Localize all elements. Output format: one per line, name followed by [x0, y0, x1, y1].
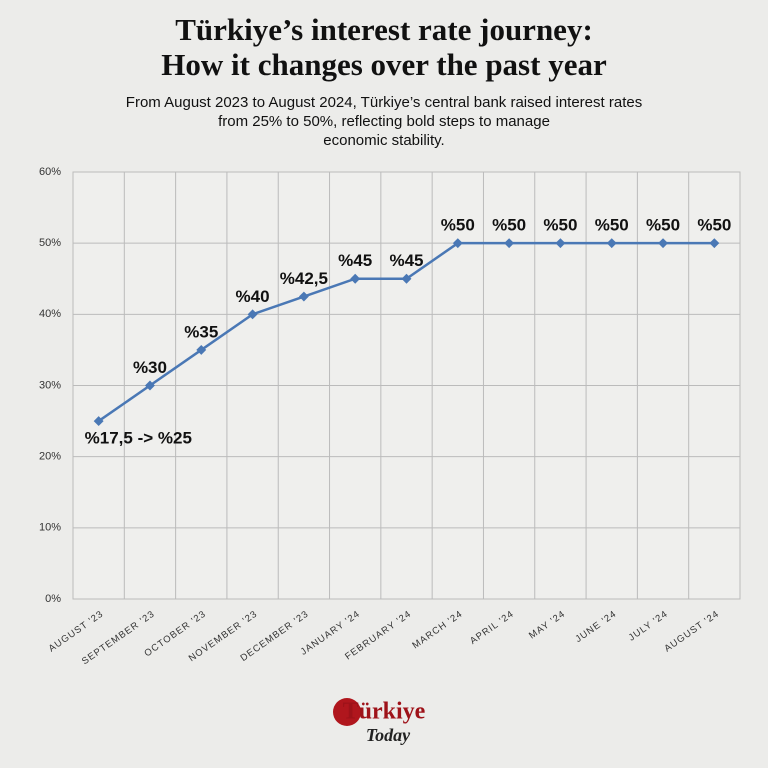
value-label: %17,5 -> %25: [85, 429, 192, 448]
marker: [658, 238, 668, 249]
y-tick-label: 0%: [45, 593, 61, 605]
y-tick-label: 60%: [39, 166, 61, 178]
subtitle: from 25% to 50%, reflecting bold steps t…: [218, 113, 550, 130]
value-label: %42,5: [280, 269, 328, 288]
y-tick-label: 10%: [39, 522, 61, 534]
y-tick-label: 30%: [39, 379, 61, 391]
value-label: %30: [133, 358, 167, 377]
value-label: %40: [236, 287, 270, 306]
value-label: %50: [697, 216, 731, 235]
value-label: %50: [646, 216, 680, 235]
chart-title: How it changes over the past year: [161, 47, 607, 82]
logo-text: Today: [366, 725, 411, 745]
value-label: %35: [184, 322, 218, 341]
y-tick-label: 50%: [39, 237, 61, 249]
value-label: %45: [389, 251, 423, 270]
marker: [298, 291, 309, 302]
value-label: %50: [595, 216, 629, 235]
y-tick-label: 40%: [39, 308, 61, 320]
value-label: %50: [492, 216, 526, 235]
value-label: %45: [338, 251, 372, 270]
marker: [606, 238, 617, 249]
value-label: %50: [543, 216, 577, 235]
marker: [452, 238, 463, 249]
marker: [401, 273, 412, 284]
subtitle: From August 2023 to August 2024, Türkiye…: [126, 94, 642, 111]
marker: [145, 380, 155, 391]
marker: [555, 238, 566, 249]
subtitle: economic stability.: [323, 132, 444, 149]
logo-text: Türkiye: [343, 699, 426, 725]
marker: [196, 344, 207, 355]
marker: [709, 238, 720, 249]
logo-badge: [333, 698, 361, 726]
value-label: %50: [441, 216, 475, 235]
marker: [350, 273, 361, 284]
chart-title: Türkiye’s interest rate journey:: [175, 12, 593, 47]
logo: Türkiye Today: [333, 698, 426, 745]
y-tick-label: 20%: [39, 451, 61, 463]
